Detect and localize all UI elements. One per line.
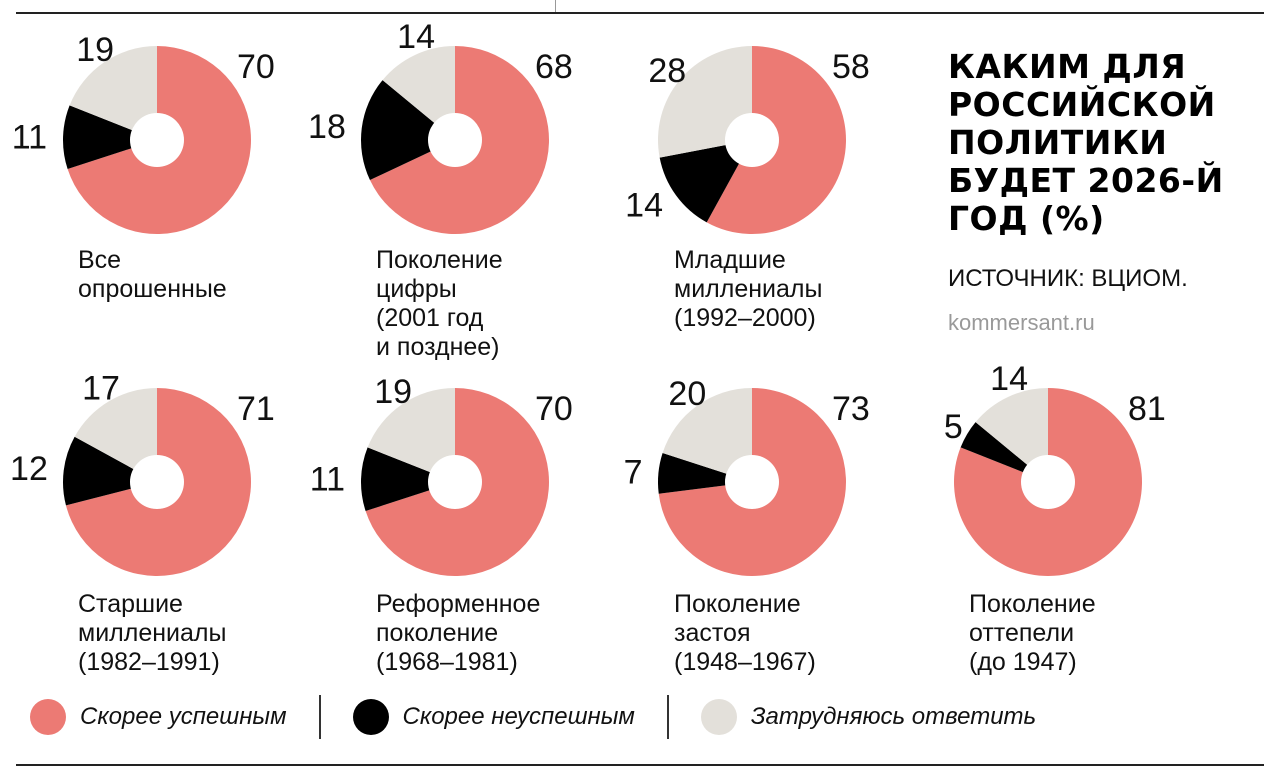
top-rule	[16, 12, 1264, 14]
donut-hole	[130, 113, 184, 167]
legend: Скорее успешным Скорее неуспешным Затруд…	[30, 692, 1036, 742]
value-label-failure: 11	[12, 119, 47, 157]
donut-slice-unsure	[975, 388, 1048, 482]
bottom-rule	[16, 764, 1264, 766]
value-label-unsure: 19	[76, 31, 114, 69]
value-label-failure: 14	[625, 187, 663, 225]
legend-swatch-failure	[352, 699, 389, 735]
value-label-unsure: 28	[648, 52, 686, 90]
value-label-failure: 11	[310, 461, 345, 499]
panel-label: Поколение застоя (1948–1967)	[674, 590, 816, 676]
value-label-failure: 5	[944, 408, 963, 446]
chart-title: КАКИМ ДЛЯ РОССИЙСКОЙ ПОЛИТИКИ БУДЕТ 2026…	[948, 47, 1224, 238]
donut-slice-unsure	[382, 46, 455, 140]
legend-item-unsure: Затрудняюсь ответить	[700, 699, 1037, 735]
value-label-success: 73	[832, 390, 870, 428]
legend-swatch-success	[30, 699, 66, 735]
legend-label-failure: Скорее неуспешным	[402, 703, 635, 730]
value-label-success: 70	[535, 390, 573, 428]
donut-slice-failure	[62, 436, 157, 506]
value-label-success: 68	[535, 48, 573, 86]
donut-hole	[1021, 455, 1075, 509]
value-label-failure: 18	[308, 108, 346, 146]
legend-label-unsure: Затрудняюсь ответить	[750, 703, 1037, 730]
value-label-success: 70	[237, 48, 275, 86]
legend-divider	[318, 695, 321, 739]
value-label-unsure: 20	[668, 375, 706, 413]
donut-slice-unsure	[367, 388, 455, 482]
panel-label: Младшие миллениалы (1992–2000)	[674, 246, 823, 332]
value-label-failure: 7	[624, 454, 643, 492]
donut-slice-unsure	[662, 388, 752, 482]
value-label-unsure: 14	[990, 360, 1028, 398]
donut-slice-failure	[361, 447, 455, 512]
panel-label: Поколение оттепели (до 1947)	[969, 590, 1096, 676]
value-label-success: 58	[832, 48, 870, 86]
donut-slice-failure	[659, 140, 752, 223]
donut-hole	[428, 113, 482, 167]
donut-hole	[130, 455, 184, 509]
value-label-unsure: 17	[82, 369, 120, 407]
top-tick	[555, 0, 556, 12]
donut-slice-unsure	[74, 388, 157, 482]
donut-hole	[428, 455, 482, 509]
site-credit: kommersant.ru	[948, 310, 1095, 335]
legend-item-failure: Скорее неуспешным	[352, 699, 635, 735]
legend-swatch-unsure	[700, 699, 737, 735]
panel-label: Реформенное поколение (1968–1981)	[376, 590, 541, 676]
panel-label: Старшие миллениалы (1982–1991)	[78, 590, 227, 676]
donut-slice-failure	[360, 80, 455, 181]
panel-label: Все опрошенные	[78, 246, 227, 303]
value-label-unsure: 14	[397, 18, 435, 56]
legend-divider	[666, 695, 669, 739]
value-label-unsure: 19	[374, 373, 412, 411]
legend-label-success: Скорее успешным	[80, 703, 287, 730]
donut-hole	[725, 455, 779, 509]
source-note: ИСТОЧНИК: ВЦИОМ.	[948, 265, 1188, 292]
value-label-success: 71	[237, 390, 275, 428]
value-label-failure: 12	[10, 450, 48, 488]
donut-slice-unsure	[69, 46, 157, 140]
value-label-success: 81	[1128, 390, 1166, 428]
legend-item-success: Скорее успешным	[30, 699, 287, 735]
donut-slice-failure	[63, 105, 157, 170]
donut-hole	[725, 113, 779, 167]
panel-label: Поколение цифры (2001 год и позднее)	[376, 246, 503, 361]
